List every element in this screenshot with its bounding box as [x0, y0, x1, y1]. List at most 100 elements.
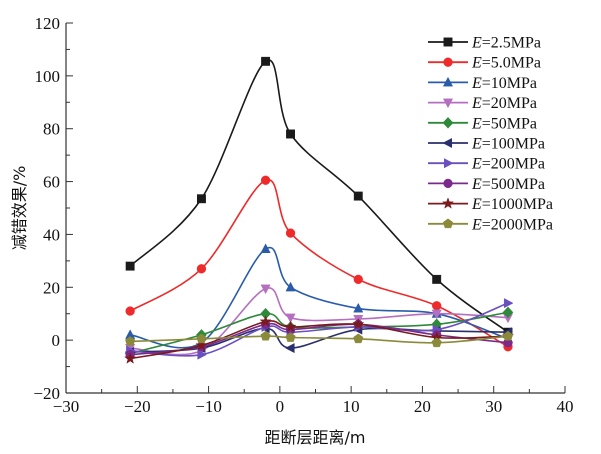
- legend-label-prefix: E: [471, 35, 482, 52]
- data-point: [196, 264, 207, 274]
- legend-item: E=100MPa: [428, 136, 545, 153]
- legend-item: E=10MPa: [428, 75, 537, 92]
- legend-item: E=2.5MPa: [428, 35, 541, 52]
- series-E2000MPa: [125, 330, 514, 348]
- legend-label: E=500MPa: [471, 176, 545, 193]
- series-line: [130, 246, 509, 349]
- legend-label-prefix: E: [471, 136, 482, 153]
- y-tick-label: −20: [33, 384, 60, 403]
- data-point: [285, 313, 296, 324]
- legend-item: E=2000MPa: [428, 216, 553, 233]
- legend-label: E=200MPa: [471, 156, 545, 173]
- legend-label-prefix: E: [471, 156, 482, 173]
- data-point: [261, 56, 271, 66]
- legend-label-suffix: =500MPa: [482, 176, 545, 193]
- legend-label-suffix: =1000MPa: [482, 196, 553, 213]
- data-point: [284, 320, 297, 333]
- data-point: [285, 281, 296, 292]
- legend-label-prefix: E: [471, 55, 482, 72]
- x-tick-label: 30: [485, 397, 502, 416]
- data-point: [125, 336, 136, 346]
- data-point: [353, 333, 364, 344]
- legend-label-prefix: E: [471, 95, 482, 112]
- legend-label-prefix: E: [471, 216, 482, 233]
- legend-label-prefix: E: [471, 196, 482, 213]
- legend-label: E=2000MPa: [471, 216, 553, 233]
- data-point: [260, 175, 271, 185]
- legend-label: E=100MPa: [471, 136, 545, 153]
- legend-label: E=50MPa: [471, 115, 537, 132]
- legend-label-suffix: =10MPa: [482, 75, 537, 92]
- y-tick-label: 60: [43, 173, 60, 192]
- x-tick-label: 40: [557, 397, 574, 416]
- legend-item: E=200MPa: [428, 156, 545, 173]
- legend-label-suffix: =50MPa: [482, 115, 537, 132]
- legend-label-suffix: =2000MPa: [482, 216, 553, 233]
- legend-marker: [442, 137, 453, 149]
- legend-marker: [441, 197, 455, 209]
- legend-marker: [442, 218, 454, 229]
- data-point: [285, 332, 296, 342]
- series-E2_5MPa: [125, 56, 513, 337]
- data-point: [353, 274, 363, 285]
- legend-label-prefix: E: [471, 115, 482, 132]
- data-point: [286, 129, 296, 139]
- legend-label-suffix: =200MPa: [482, 156, 545, 173]
- legend-label-prefix: E: [471, 75, 482, 92]
- legend-marker: [443, 178, 453, 189]
- legend-marker: [443, 37, 453, 47]
- data-point: [352, 317, 365, 330]
- legend: E=2.5MPaE=5.0MPaE=10MPaE=20MPaE=50MPaE=1…: [428, 35, 553, 233]
- data-point: [353, 302, 364, 313]
- legend-label: E=5.0MPa: [471, 55, 541, 72]
- data-point: [197, 349, 208, 360]
- legend-marker: [442, 116, 454, 129]
- data-point: [196, 333, 207, 344]
- data-point: [431, 337, 442, 348]
- x-tick-label: −30: [53, 397, 80, 416]
- legend-marker: [443, 57, 453, 67]
- legend-label-suffix: =20MPa: [482, 95, 537, 112]
- data-point: [125, 261, 135, 271]
- data-point: [432, 274, 442, 284]
- x-tick-label: 10: [343, 397, 360, 416]
- data-point: [260, 330, 271, 341]
- y-tick-label: 120: [35, 14, 61, 33]
- y-axis-label: 减错效果/%: [10, 166, 29, 251]
- legend-label-prefix: E: [471, 176, 482, 193]
- data-point: [124, 352, 137, 364]
- legend-item: E=500MPa: [428, 176, 545, 193]
- series-E10MPa: [125, 243, 514, 349]
- legend-marker: [442, 98, 454, 109]
- data-point: [196, 194, 206, 204]
- legend-item: E=5.0MPa: [428, 55, 541, 72]
- x-tick-label: −10: [195, 397, 222, 416]
- y-tick-label: 80: [43, 120, 60, 139]
- legend-marker: [443, 158, 454, 169]
- data-point: [502, 330, 514, 341]
- y-tick-label: 40: [43, 225, 60, 244]
- data-point: [125, 306, 135, 316]
- y-tick-label: 100: [35, 67, 61, 86]
- data-point: [502, 306, 514, 319]
- series-line: [130, 287, 509, 356]
- x-tick-label: −20: [124, 397, 151, 416]
- series-E20MPa: [125, 284, 514, 357]
- data-point: [260, 284, 271, 295]
- data-point: [284, 343, 295, 354]
- legend-marker: [442, 76, 454, 87]
- legend-label-suffix: =5.0MPa: [482, 55, 541, 72]
- legend-label: E=1000MPa: [471, 196, 553, 213]
- y-tick-label: 20: [43, 278, 60, 297]
- x-tick-label: 20: [414, 397, 431, 416]
- data-point: [431, 309, 442, 320]
- legend-label-suffix: =100MPa: [482, 136, 545, 153]
- data-point: [285, 228, 296, 238]
- legend-label: E=2.5MPa: [471, 35, 541, 52]
- legend-label: E=20MPa: [471, 95, 537, 112]
- legend-label-suffix: =2.5MPa: [482, 35, 541, 52]
- legend-item: E=20MPa: [428, 95, 537, 112]
- x-tick-label: 0: [276, 397, 285, 416]
